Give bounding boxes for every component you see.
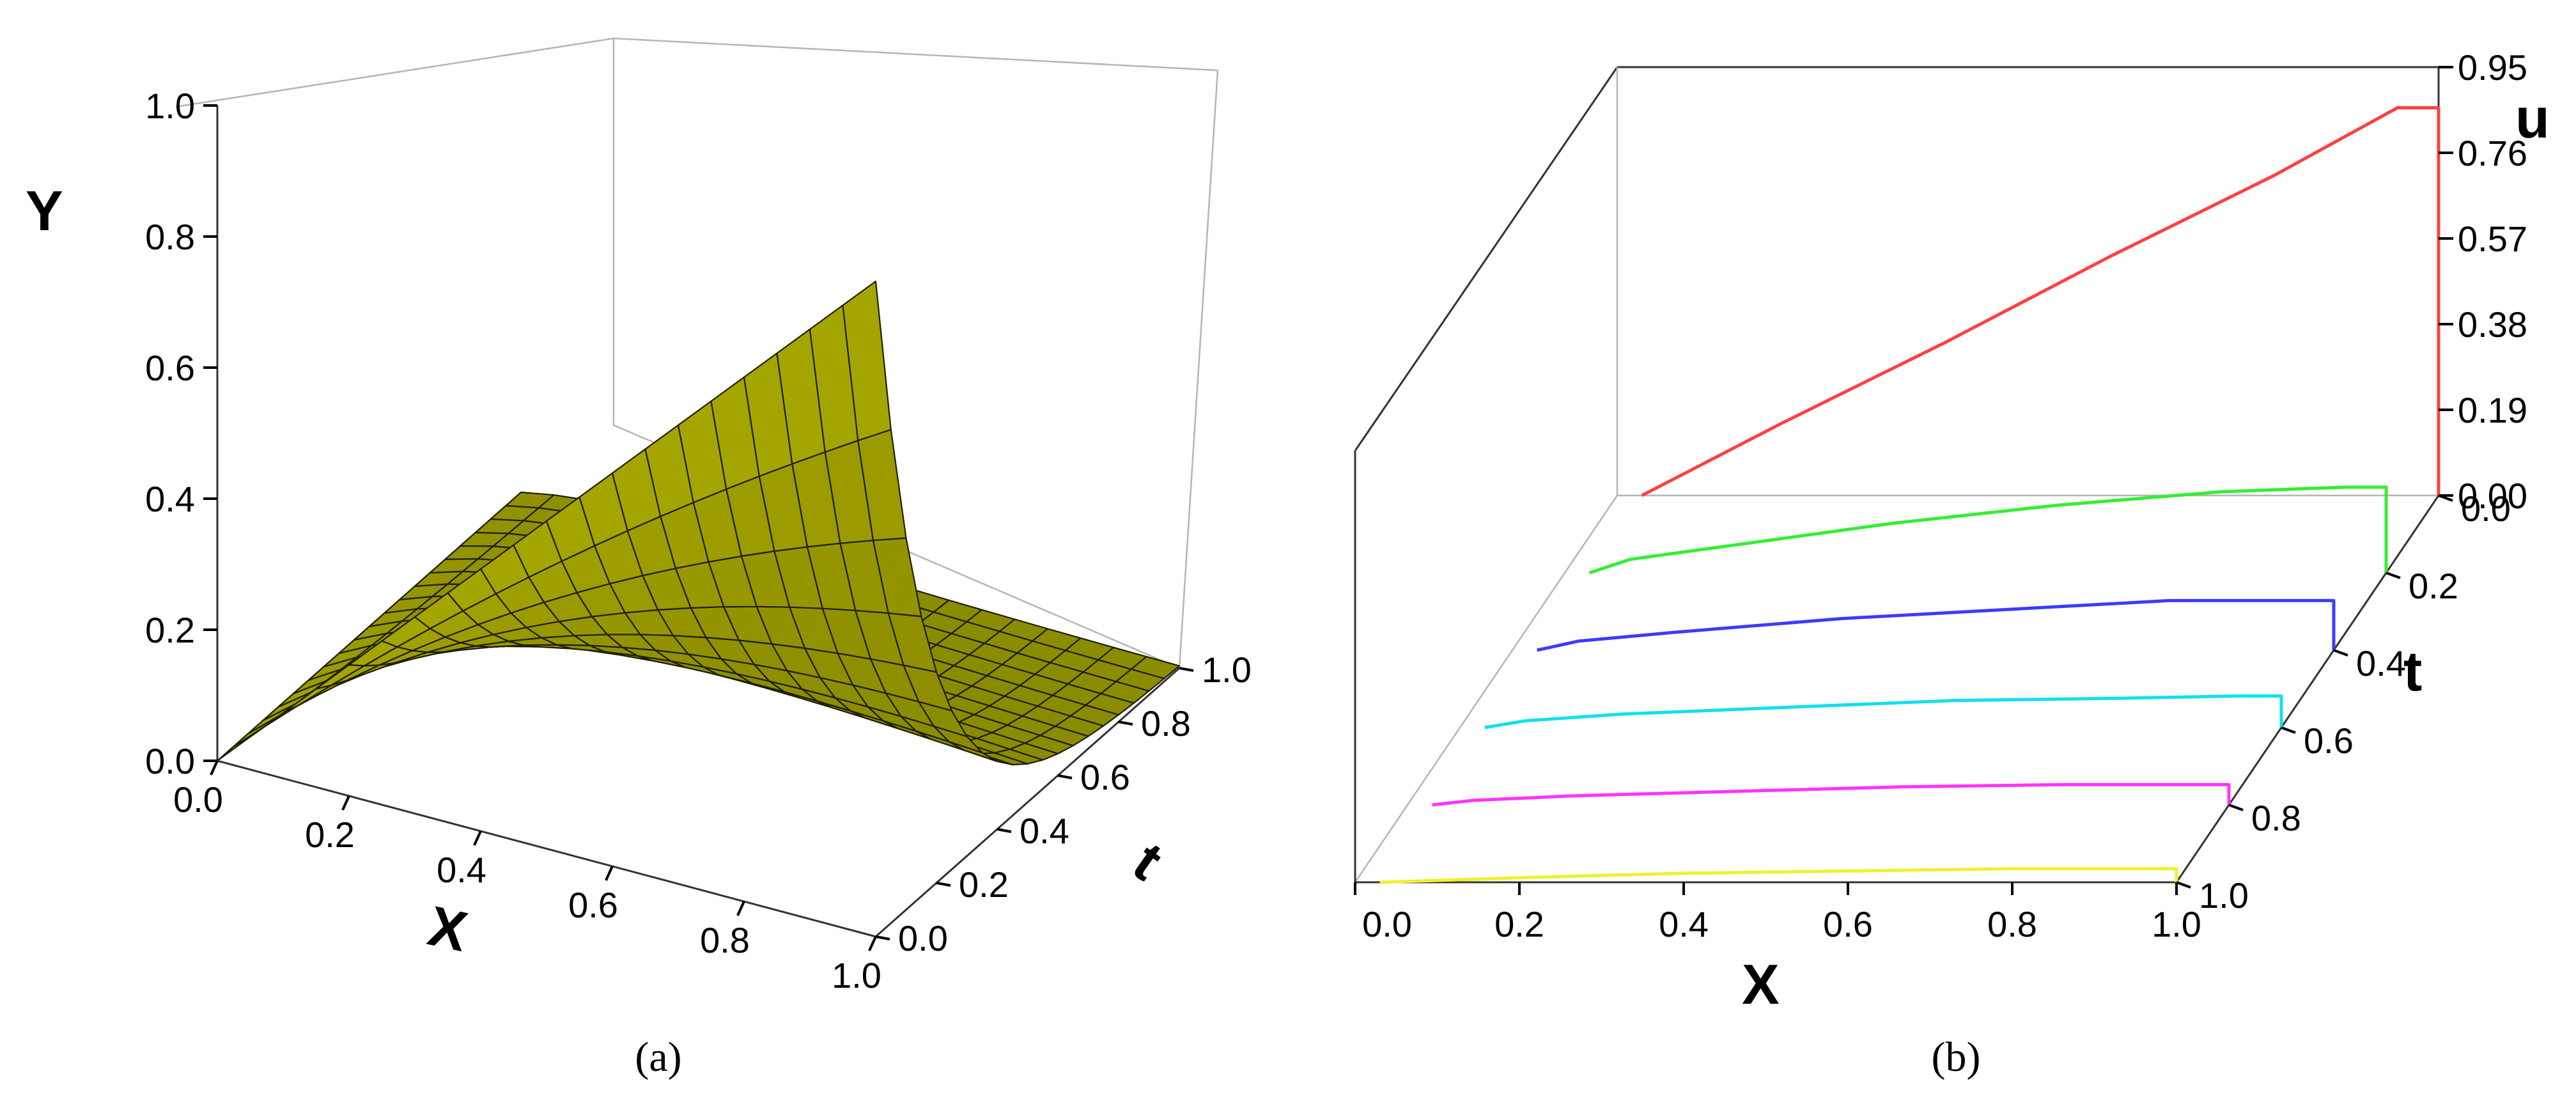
series-line-t1 (1379, 867, 2178, 884)
t-tick-mark (2176, 881, 2191, 889)
x-tick-label: 1.0 (2152, 904, 2201, 944)
t-tick-mark (2281, 726, 2296, 734)
x-tick-mark (605, 866, 614, 881)
t-tick-label: 1.0 (2199, 875, 2249, 916)
series-line-t0.6 (1484, 694, 2283, 729)
panel-b-box-frame (1354, 66, 2440, 884)
x-tick-label: 0.6 (568, 885, 618, 925)
panel-a-y-axis-label: Y (26, 179, 63, 242)
x-tick-label: 0.2 (305, 815, 355, 855)
t-tick-mark (997, 828, 1012, 833)
panel-b-u-axis-label: u (2515, 86, 2550, 150)
x-tick-mark (868, 936, 877, 951)
series-line-t0 (1641, 106, 2440, 497)
panel-a-surface-plot: 0.0 0.2 0.4 0.6 0.8 1.0 0.0 0.2 0.4 0.6 0.8 1.0 0.… (26, 37, 1252, 1080)
y-tick-label: 0.0 (145, 741, 195, 781)
t-tick-label: 0.8 (2251, 798, 2301, 838)
panel-a-right-vertical-edge (1178, 70, 1219, 669)
x-tick-label: 1.0 (832, 955, 881, 995)
t-tick-mark (2438, 494, 2453, 502)
t-tick-mark (2333, 649, 2348, 657)
t-tick-label: 0.2 (959, 864, 1009, 905)
panel-a-axes (217, 667, 1180, 938)
t-tick-mark (2228, 804, 2244, 811)
panel-b-t-axis-line (2175, 495, 2440, 883)
t-tick-mark (1179, 667, 1194, 672)
panel-b-x-axis-label: X (1742, 953, 1780, 1016)
t-tick-label: 0.0 (2461, 488, 2511, 529)
series-line-t0.4 (1537, 598, 2336, 652)
panel-b-caption: (b) (1932, 1034, 1981, 1080)
t-tick-label: 1.0 (1202, 650, 1252, 690)
panel-b-x-ticks: 0.0 0.2 0.4 0.6 0.8 1.0 (1354, 882, 2201, 944)
panel-b-floor-diagonal (1354, 495, 1618, 883)
panel-a-x-ticks: 0.0 0.2 0.4 0.6 0.8 1.0 (173, 760, 881, 995)
t-tick-mark (936, 882, 951, 887)
y-tick-label: 0.2 (145, 610, 195, 650)
panel-a-x-axis-line (217, 760, 876, 938)
x-tick-label: 0.0 (173, 779, 223, 820)
panel-b-series (1379, 106, 2440, 884)
y-tick-label: 1.0 (145, 86, 195, 126)
t-tick-label: 0.4 (1020, 811, 1069, 851)
surface-patch (842, 280, 892, 442)
u-tick-label: 0.95 (2458, 47, 2527, 88)
u-tick-label: 0.19 (2458, 390, 2527, 430)
t-tick-label: 0.2 (2409, 566, 2458, 606)
x-tick-mark (736, 901, 745, 916)
t-tick-mark (1118, 721, 1133, 726)
x-tick-label: 0.0 (1362, 904, 1412, 944)
x-tick-label: 0.4 (437, 850, 486, 890)
y-tick-label: 0.8 (145, 217, 195, 257)
t-tick-label: 0.4 (2356, 643, 2406, 683)
panel-a-t-axis-line (875, 667, 1180, 938)
u-tick-label: 0.00 (2458, 476, 2527, 516)
t-tick-mark (1057, 774, 1073, 779)
panel-a-t-ticks: 0.0 0.2 0.4 0.6 0.8 1.0 (875, 650, 1252, 958)
panel-b-line-plot: 0.000.190.380.570.760.95 0.0 0.2 0.4 0.6 0.8… (1354, 47, 2550, 1080)
y-tick-label: 0.6 (145, 348, 195, 388)
x-tick-mark (210, 760, 219, 776)
u-tick-label: 0.57 (2458, 219, 2527, 259)
t-tick-mark (2386, 572, 2401, 579)
x-tick-label: 0.6 (1823, 904, 1873, 944)
panel-b-t-axis-label: t (2403, 639, 2422, 703)
panel-a-y-ticks: 0.0 0.2 0.4 0.6 0.8 1.0 (145, 86, 217, 781)
panel-a-surface (216, 280, 1181, 766)
panel-a-x-axis-label: X (423, 894, 473, 963)
panel-b-u-ticks: 0.00 0.19 0.38 0.57 0.76 0.95 (2439, 47, 2527, 516)
x-tick-label: 0.4 (1659, 904, 1709, 944)
u-tick-label: 0.76 (2458, 133, 2527, 173)
panel-a-caption: (a) (635, 1034, 681, 1080)
t-tick-label: 0.6 (2304, 721, 2354, 761)
x-tick-mark (341, 795, 350, 811)
x-tick-mark (473, 830, 482, 846)
t-tick-label: 0.0 (898, 918, 948, 958)
y-tick-label: 0.4 (145, 479, 195, 519)
t-tick-label: 0.8 (1141, 703, 1191, 744)
t-tick-mark (875, 935, 890, 940)
x-tick-label: 0.8 (700, 920, 750, 960)
u-tick-label: 0.38 (2458, 304, 2527, 345)
panel-a-back-wall-edge (175, 37, 1218, 108)
panel-b-top-diagonal-edge (1354, 66, 1618, 451)
series-line-t0.2 (1588, 485, 2388, 575)
panel-a-t-axis-label: t (1122, 830, 1174, 892)
panel-b-t-ticks: 0.00.20.40.60.81.0 (2176, 488, 2511, 916)
x-tick-label: 0.2 (1494, 904, 1544, 944)
series-line-t0.8 (1432, 783, 2231, 807)
x-tick-label: 0.8 (1987, 904, 2037, 944)
t-tick-label: 0.6 (1080, 757, 1130, 797)
